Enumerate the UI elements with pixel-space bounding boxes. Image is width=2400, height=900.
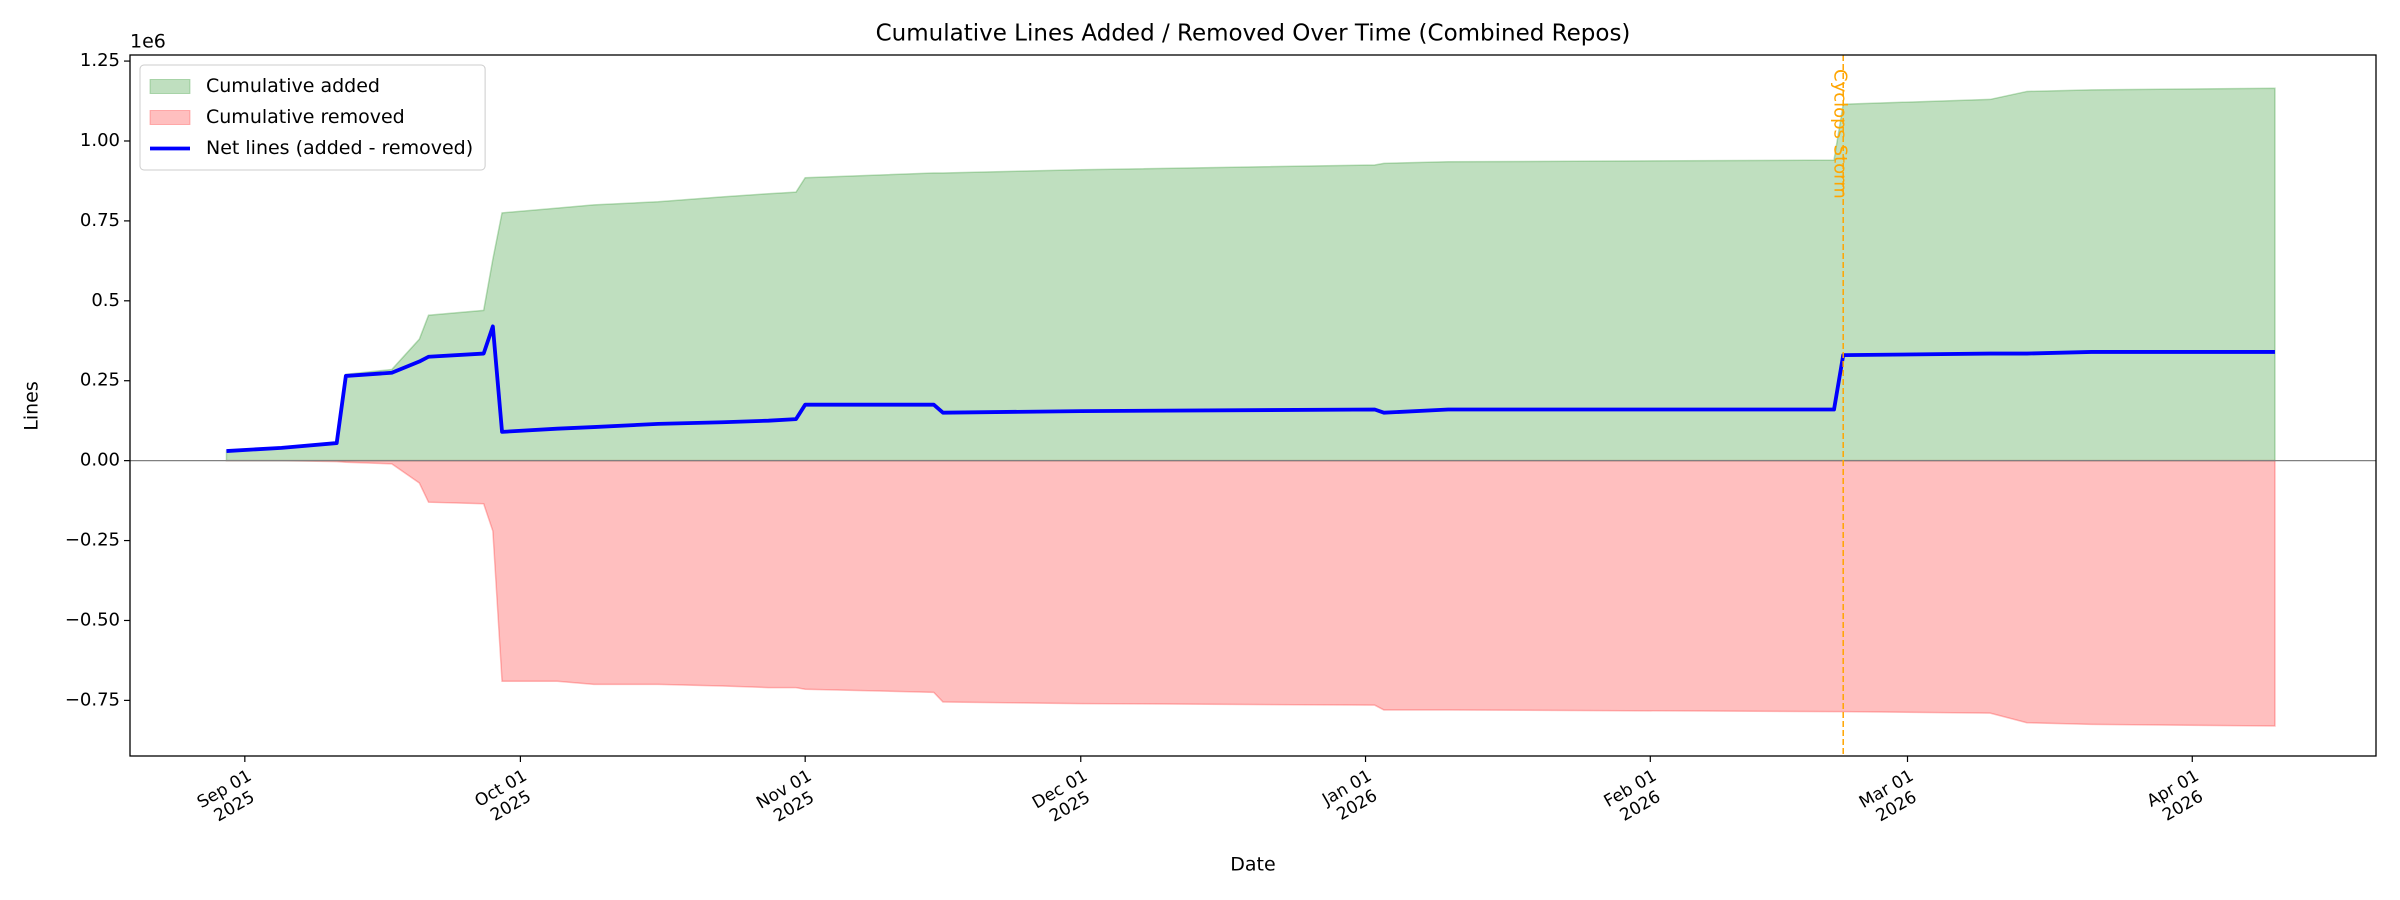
y-axis-label: Lines [21, 381, 43, 431]
y-tick-label: 1.00 [80, 130, 120, 151]
y-tick-label: 1.25 [80, 50, 120, 71]
legend-box [139, 64, 486, 171]
legend-label: Net lines (added - removed) [206, 137, 473, 159]
plot-area [130, 55, 2376, 756]
y-tick-label: −0.50 [65, 609, 120, 630]
y-tick-label: 0.25 [80, 370, 120, 391]
net-line [226, 324, 2275, 453]
x-axis-label: Date [1230, 854, 1275, 876]
legend: Cumulative added Cumulative removed Net li… [139, 64, 486, 171]
y-tick-label: 0.00 [80, 450, 120, 471]
area [226, 459, 2276, 727]
annotation-text: Cyclops Storm [1829, 69, 1850, 199]
legend-label: Cumulative removed [206, 106, 405, 128]
legend-swatch [149, 110, 191, 125]
axes-frame [129, 54, 2377, 757]
chart-title: Cumulative Lines Added / Removed Over Ti… [876, 21, 1631, 47]
legend-swatch [149, 79, 191, 94]
y-tick-label: −0.25 [65, 530, 120, 551]
legend-label: Cumulative added [206, 75, 380, 97]
y-offset-label: 1e6 [130, 31, 166, 53]
y-tick-label: 0.5 [91, 290, 120, 311]
y-tick-label: −0.75 [65, 689, 120, 710]
area [225, 87, 2276, 462]
y-tick-label: 0.75 [80, 210, 120, 231]
